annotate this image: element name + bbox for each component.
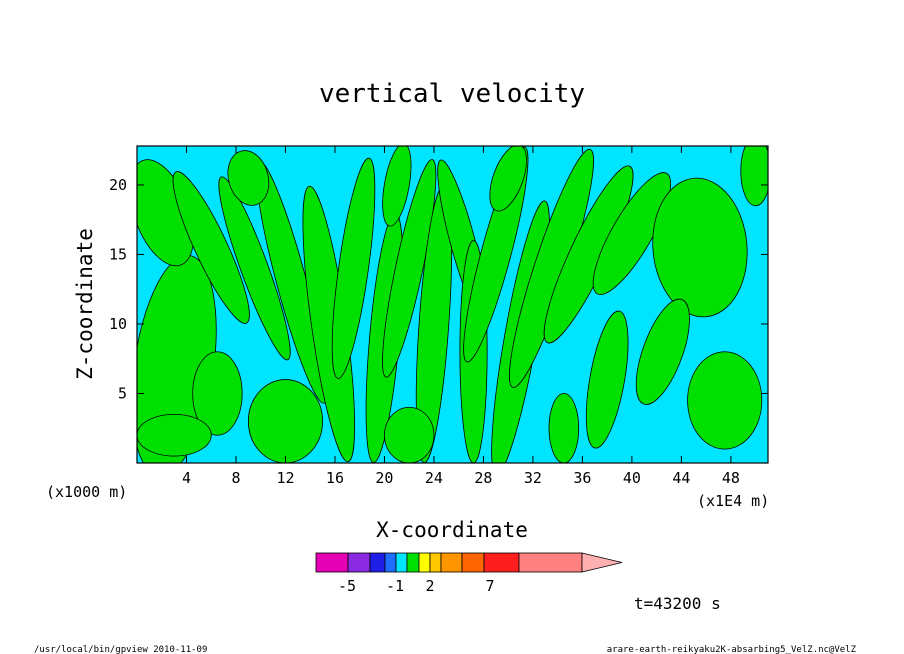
colorbar-label: -5 xyxy=(338,577,356,595)
x-tick-label: 36 xyxy=(573,469,591,487)
x-tick-label: 24 xyxy=(425,469,443,487)
updraft-region xyxy=(635,298,690,405)
x-tick-label: 16 xyxy=(326,469,344,487)
x-tick-label: 4 xyxy=(182,469,191,487)
colorbar-bin xyxy=(429,552,442,573)
colorbar-bin xyxy=(418,552,431,573)
y-tick-label: 5 xyxy=(118,384,127,402)
x-tick-label: 32 xyxy=(524,469,542,487)
y-tick-label: 15 xyxy=(109,245,127,263)
updraft-region xyxy=(192,351,243,436)
colorbar-bin xyxy=(315,552,349,573)
colorbar-bin xyxy=(384,552,397,573)
y-axis: 5 10 15 20 xyxy=(109,176,768,402)
x-unit-note: (x1E4 m) xyxy=(697,492,769,510)
x-tick-label: 12 xyxy=(276,469,294,487)
x-tick-label: 44 xyxy=(672,469,690,487)
colorbar-bin xyxy=(369,552,386,573)
updraft-region xyxy=(489,146,527,212)
updraft-region xyxy=(227,150,270,206)
colorbar-bin xyxy=(440,552,463,573)
updraft-region xyxy=(548,393,580,463)
x-axis-label: X-coordinate xyxy=(376,518,528,542)
chart-title: vertical velocity xyxy=(319,79,585,109)
colorbar: -5 -1 2 7 xyxy=(315,552,623,595)
colorbar-bin xyxy=(461,552,485,573)
updraft-region xyxy=(384,406,435,463)
colorbar-bin xyxy=(395,552,408,573)
updraft-region xyxy=(331,157,376,379)
updraft-region xyxy=(172,171,250,324)
colorbar-arrow xyxy=(581,552,623,573)
colorbar-bin xyxy=(483,552,520,573)
colorbar-bin xyxy=(347,552,371,573)
x-tick-label: 20 xyxy=(375,469,393,487)
velocity-field xyxy=(137,146,768,463)
time-label: t=43200 s xyxy=(634,594,721,613)
plot-area xyxy=(136,145,769,464)
y-tick-label: 20 xyxy=(109,176,127,194)
updraft-region xyxy=(382,159,437,378)
x-tick-label: 28 xyxy=(474,469,492,487)
updraft-region xyxy=(687,351,763,450)
x-tick-label: 8 xyxy=(231,469,240,487)
footer-right: arare-earth-reikyaku2K-absarbing5_VelZ.n… xyxy=(607,645,857,654)
updraft-region xyxy=(247,379,323,463)
updraft-region xyxy=(382,146,412,227)
updraft-region xyxy=(592,172,672,296)
updraft-region xyxy=(652,177,748,318)
colorbar-label: 7 xyxy=(485,577,494,595)
x-tick-label: 48 xyxy=(722,469,740,487)
updraft-region xyxy=(218,176,291,361)
footer-left: /usr/local/bin/gpview 2010-11-09 xyxy=(34,645,207,654)
y-axis-label: Z-coordinate xyxy=(73,228,97,380)
colorbar-label: -1 xyxy=(386,577,404,595)
colorbar-label: 2 xyxy=(425,577,434,595)
y-unit-note: (x1000 m) xyxy=(46,483,127,501)
updraft-region xyxy=(585,310,629,449)
updraft-region xyxy=(740,146,768,207)
updraft-region xyxy=(137,413,212,457)
plot-frame xyxy=(136,145,769,464)
x-tick-label: 40 xyxy=(623,469,641,487)
x-axis: 4 8 12 16 20 24 28 32 36 40 44 48 xyxy=(182,146,740,487)
colorbar-bin xyxy=(518,552,583,573)
colorbar-bin xyxy=(406,552,420,573)
y-tick-label: 10 xyxy=(109,315,127,333)
